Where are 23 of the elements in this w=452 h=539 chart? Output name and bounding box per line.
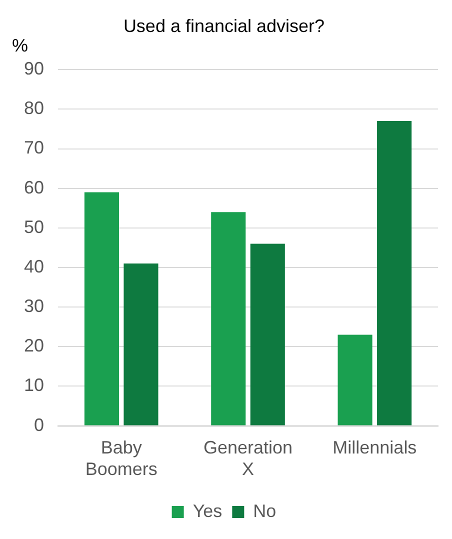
y-tick-label: 60 bbox=[24, 177, 44, 198]
bar bbox=[250, 244, 285, 426]
x-tick-label: Baby Boomers bbox=[85, 438, 158, 480]
bar bbox=[124, 264, 158, 426]
bar bbox=[338, 334, 372, 426]
y-tick-label: 80 bbox=[24, 98, 44, 118]
y-tick-label: 50 bbox=[24, 216, 44, 237]
bar bbox=[377, 121, 412, 426]
y-tick-label: 20 bbox=[24, 336, 44, 356]
chart-title: Used a financial adviser? bbox=[123, 16, 325, 36]
x-tick-label: Millennials bbox=[332, 438, 417, 458]
y-tick-label: 30 bbox=[24, 296, 44, 316]
y-tick-label: 90 bbox=[24, 58, 44, 79]
y-tick-label: 10 bbox=[24, 375, 44, 396]
legend-label: No bbox=[253, 500, 276, 521]
bar bbox=[84, 192, 119, 426]
y-axis-title: % bbox=[12, 36, 28, 56]
bar bbox=[211, 212, 246, 426]
y-tick-label: 70 bbox=[24, 138, 44, 158]
y-tick-label: 0 bbox=[34, 414, 44, 435]
y-tick-label: 40 bbox=[24, 256, 44, 276]
x-tick-label: Generation X bbox=[203, 438, 293, 480]
legend-label: Yes bbox=[192, 500, 222, 521]
